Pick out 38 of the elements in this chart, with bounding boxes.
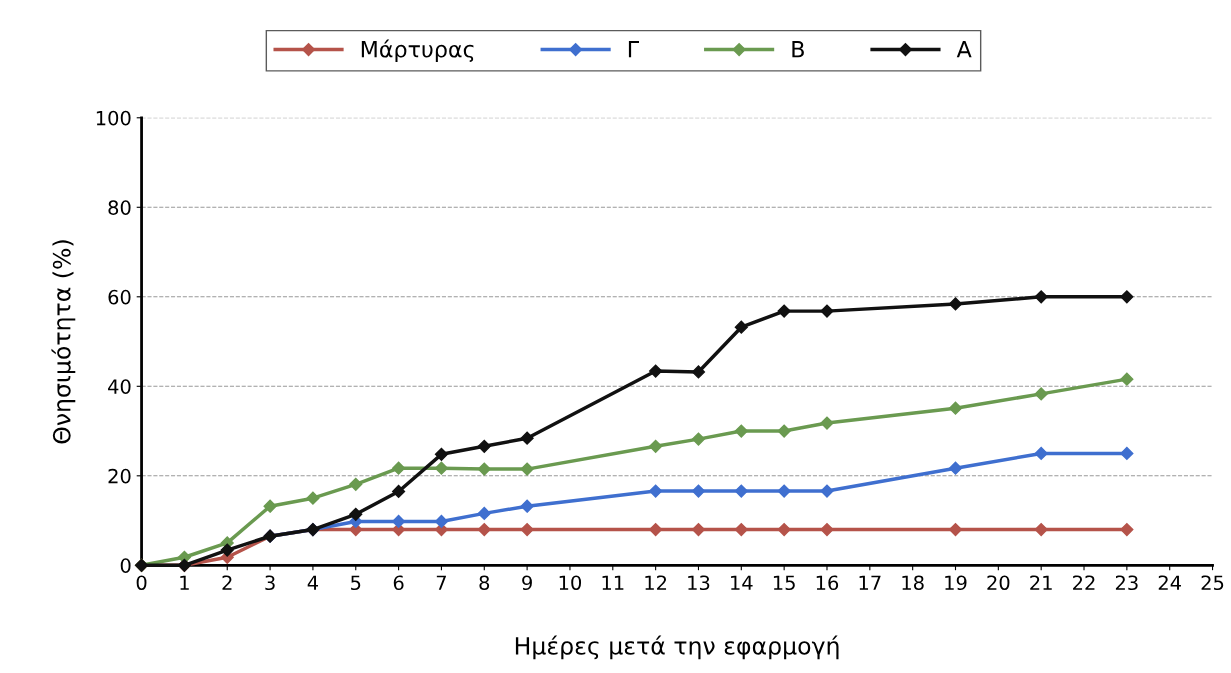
y-tick-label: 0 [120, 558, 131, 573]
x-tick-label: 14 [731, 575, 753, 590]
x-tick-label: 24 [1158, 575, 1181, 590]
x-tick-label: 18 [902, 575, 924, 591]
x-tick-label: 10 [559, 575, 582, 591]
x-tick-label: 9 [522, 575, 532, 591]
x-tick-label: 20 [987, 575, 1010, 591]
legend-label: Γ [628, 41, 639, 58]
x-tick-label: 3 [265, 575, 275, 591]
x-tick-label: 11 [602, 575, 624, 590]
x-tick-label: 2 [222, 575, 232, 590]
x-tick-label: 15 [773, 575, 795, 591]
x-tick-label: 19 [945, 575, 967, 591]
x-tick-label: 8 [479, 575, 490, 591]
legend-label: Μάρτυρας [361, 39, 474, 62]
y-tick-label: 80 [108, 200, 131, 215]
y-tick-label: 40 [108, 379, 131, 394]
y-axis-title: Θνησιμότητα (%) [51, 240, 76, 444]
y-tick-label: 100 [96, 110, 131, 126]
x-tick-label: 22 [1073, 575, 1095, 590]
x-tick-label: 23 [1115, 575, 1138, 591]
y-tick-label: 20 [108, 468, 131, 484]
x-tick-label: 13 [688, 575, 710, 591]
x-tick-label: 25 [1201, 575, 1224, 591]
x-tick-label: 17 [859, 575, 881, 590]
x-axis-title: Ημέρες μετά την εφαρμογή [515, 635, 839, 660]
x-tick-label: 5 [351, 575, 361, 591]
x-tick-label: 4 [307, 575, 319, 590]
x-tick-label: 0 [136, 575, 147, 591]
x-tick-label: 6 [393, 575, 404, 591]
legend-label: Α [956, 41, 972, 58]
legend-label: Β [792, 41, 804, 58]
x-tick-label: 1 [180, 575, 189, 590]
x-tick-label: 7 [436, 575, 446, 590]
x-tick-label: 16 [816, 575, 839, 591]
y-tick-label: 60 [108, 289, 131, 305]
x-tick-label: 21 [1030, 575, 1052, 590]
x-tick-label: 12 [645, 575, 667, 590]
